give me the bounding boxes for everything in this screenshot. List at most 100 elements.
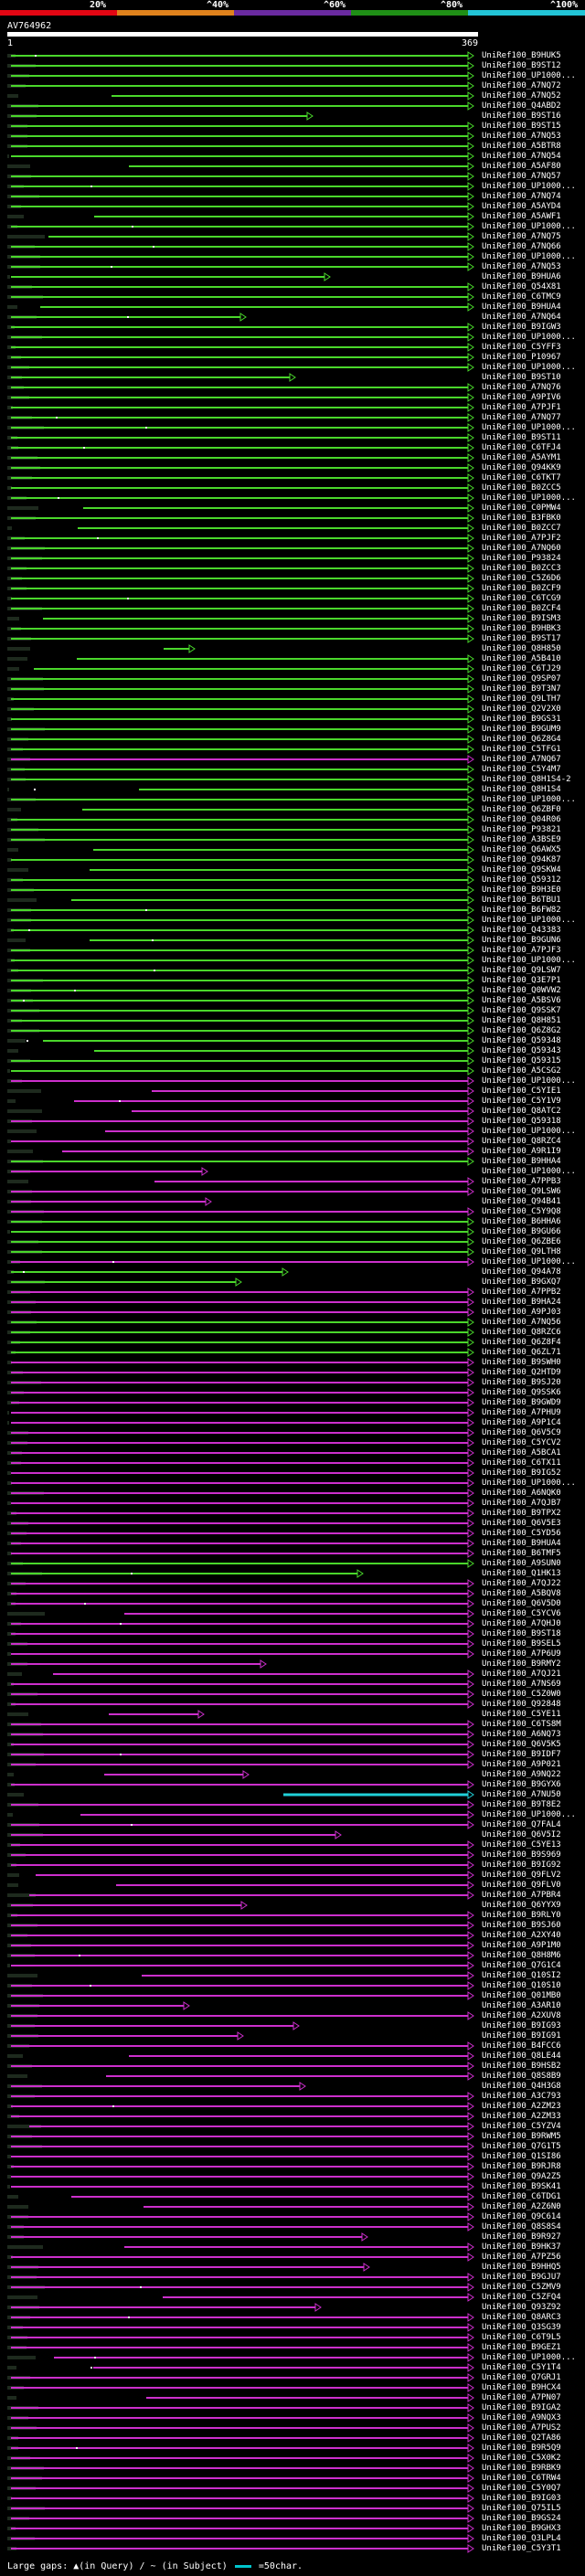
hit-label[interactable]: UniRef100_B9GHX3	[482, 2524, 561, 2533]
hit-label[interactable]: UniRef100_C5YIE1	[482, 1087, 561, 1096]
hit-label[interactable]: UniRef100_A7NQ56	[482, 1318, 561, 1327]
hit-label[interactable]: UniRef100_B9GJU7	[482, 2273, 561, 2282]
hit-label[interactable]: UniRef100_UP1000...	[482, 1810, 576, 1819]
hit-label[interactable]: UniRef100_A2XY40	[482, 1931, 561, 1940]
hit-label[interactable]: UniRef100_A7NQ77	[482, 413, 561, 422]
hit-label[interactable]: UniRef100_A7QJ22	[482, 1579, 561, 1588]
hit-label[interactable]: UniRef100_UP1000...	[482, 333, 576, 342]
hit-label[interactable]: UniRef100_B9GXQ7	[482, 1277, 561, 1287]
hit-label[interactable]: UniRef100_B9IG91	[482, 2031, 561, 2041]
hit-label[interactable]: UniRef100_A5CSG2	[482, 1066, 561, 1076]
hit-label[interactable]: UniRef100_A7NQ57	[482, 172, 561, 181]
hit-label[interactable]: UniRef100_B9SWH0	[482, 1358, 561, 1367]
hit-label[interactable]: UniRef100_UP1000...	[482, 916, 576, 925]
hit-label[interactable]: UniRef100_Q2V2X0	[482, 705, 561, 714]
hit-label[interactable]: UniRef100_B9ST12	[482, 61, 561, 70]
hit-label[interactable]: UniRef100_UP1000...	[482, 423, 576, 432]
hit-label[interactable]: UniRef100_B9IG92	[482, 1860, 561, 1870]
hit-label[interactable]: UniRef100_A7NQ72	[482, 81, 561, 90]
hit-label[interactable]: UniRef100_B6TBU1	[482, 896, 561, 905]
hit-label[interactable]: UniRef100_A9NQX3	[482, 2413, 561, 2422]
hit-label[interactable]: UniRef100_B9HA24	[482, 1298, 561, 1307]
hit-label[interactable]: UniRef100_UP1000...	[482, 252, 576, 261]
hit-label[interactable]: UniRef100_UP1000...	[482, 493, 576, 503]
hit-label[interactable]: UniRef100_UP1000...	[482, 1167, 576, 1176]
hit-label[interactable]: UniRef100_Q04R06	[482, 815, 561, 824]
hit-label[interactable]: UniRef100_A5B410	[482, 654, 561, 663]
hit-label[interactable]: UniRef100_Q0WVW2	[482, 986, 561, 995]
hit-label[interactable]: UniRef100_B9SJ60	[482, 1921, 561, 1930]
hit-label[interactable]: UniRef100_B9ISM3	[482, 614, 561, 623]
hit-label[interactable]: UniRef100_C5YE13	[482, 1840, 561, 1850]
hit-label[interactable]: UniRef100_B9HSB2	[482, 2062, 561, 2071]
hit-label[interactable]: UniRef100_B3FBK0	[482, 514, 561, 523]
hit-label[interactable]: UniRef100_B9IGW3	[482, 323, 561, 332]
hit-label[interactable]: UniRef100_Q6Z8F4	[482, 1338, 561, 1347]
hit-label[interactable]: UniRef100_A9P021	[482, 1760, 561, 1769]
hit-label[interactable]: UniRef100_B9R5Q9	[482, 2443, 561, 2453]
hit-label[interactable]: UniRef100_Q9A2Z5	[482, 2172, 561, 2181]
hit-label[interactable]: UniRef100_B9ST16	[482, 111, 561, 121]
hit-label[interactable]: UniRef100_B6HHA6	[482, 1217, 561, 1226]
hit-label[interactable]: UniRef100_UP1000...	[482, 1127, 576, 1136]
hit-label[interactable]: UniRef100_B9IGA2	[482, 2403, 561, 2412]
hit-label[interactable]: UniRef100_Q7G1C4	[482, 1961, 561, 1970]
hit-label[interactable]: UniRef100_A7P6U9	[482, 1649, 561, 1659]
hit-label[interactable]: UniRef100_A3BSE9	[482, 835, 561, 844]
hit-label[interactable]: UniRef100_B9ST15	[482, 122, 561, 131]
hit-label[interactable]: UniRef100_Q6V5E3	[482, 1519, 561, 1528]
hit-label[interactable]: UniRef100_A7NQ64	[482, 313, 561, 322]
hit-label[interactable]: UniRef100_B9HBK3	[482, 624, 561, 633]
hit-label[interactable]: UniRef100_Q9LSW7	[482, 966, 561, 975]
hit-label[interactable]: UniRef100_Q9FLV0	[482, 1881, 561, 1890]
hit-label[interactable]: UniRef100_C5ZMV9	[482, 2283, 561, 2292]
hit-label[interactable]: UniRef100_UP1000...	[482, 182, 576, 191]
hit-label[interactable]: UniRef100_B9HHA4	[482, 1157, 561, 1166]
hit-label[interactable]: UniRef100_A7PPB3	[482, 1177, 561, 1186]
hit-label[interactable]: UniRef100_C6TFJ4	[482, 443, 561, 452]
hit-label[interactable]: UniRef100_Q94A78	[482, 1267, 561, 1277]
hit-label[interactable]: UniRef100_A3C793	[482, 2092, 561, 2101]
hit-label[interactable]: UniRef100_A6NQ73	[482, 1730, 561, 1739]
hit-label[interactable]: UniRef100_Q94B41	[482, 1197, 561, 1206]
hit-label[interactable]: UniRef100_Q7FAL4	[482, 1820, 561, 1829]
hit-label[interactable]: UniRef100_Q92848	[482, 1700, 561, 1709]
hit-label[interactable]: UniRef100_B9GWD9	[482, 1398, 561, 1407]
hit-label[interactable]: UniRef100_A7PBR4	[482, 1891, 561, 1900]
hit-label[interactable]: UniRef100_Q9LTH8	[482, 1247, 561, 1256]
hit-label[interactable]: UniRef100_Q9FLV2	[482, 1871, 561, 1880]
hit-label[interactable]: UniRef100_A2Z6N0	[482, 2202, 561, 2211]
hit-label[interactable]: UniRef100_C6TRW4	[482, 2474, 561, 2483]
hit-label[interactable]: UniRef100_B9S969	[482, 1850, 561, 1860]
hit-label[interactable]: UniRef100_C5Y0Q7	[482, 2484, 561, 2493]
hit-label[interactable]: UniRef100_B9HUA6	[482, 272, 561, 281]
hit-label[interactable]: UniRef100_B0ZCC3	[482, 564, 561, 573]
hit-label[interactable]: UniRef100_A7PZ56	[482, 2253, 561, 2262]
hit-label[interactable]: UniRef100_C6T9L5	[482, 2333, 561, 2342]
hit-label[interactable]: UniRef100_Q59312	[482, 875, 561, 885]
hit-label[interactable]: UniRef100_B9HUK5	[482, 51, 561, 60]
hit-label[interactable]: UniRef100_UP1000...	[482, 1257, 576, 1267]
hit-label[interactable]: UniRef100_C5Y1V9	[482, 1097, 561, 1106]
hit-label[interactable]: UniRef100_Q3E7P1	[482, 976, 561, 985]
hit-label[interactable]: UniRef100_A7NQ54	[482, 152, 561, 161]
hit-label[interactable]: UniRef100_B9RBK9	[482, 2464, 561, 2473]
hit-label[interactable]: UniRef100_UP1000...	[482, 1076, 576, 1086]
hit-label[interactable]: UniRef100_A5BQV8	[482, 1589, 561, 1598]
hit-label[interactable]: UniRef100_A7QJB7	[482, 1499, 561, 1508]
hit-label[interactable]: UniRef100_UP1000...	[482, 222, 576, 231]
hit-label[interactable]: UniRef100_B9R927	[482, 2232, 561, 2242]
hit-label[interactable]: UniRef100_C5Y3T1	[482, 2544, 561, 2553]
hit-label[interactable]: UniRef100_C5YE11	[482, 1710, 561, 1719]
hit-label[interactable]: UniRef100_Q7GRJ1	[482, 2373, 561, 2382]
hit-label[interactable]: UniRef100_C6TKT7	[482, 473, 561, 482]
hit-label[interactable]: UniRef100_P93821	[482, 825, 561, 834]
hit-label[interactable]: UniRef100_B9HUA4	[482, 302, 561, 312]
hit-label[interactable]: UniRef100_C6TJ29	[482, 664, 561, 673]
hit-label[interactable]: UniRef100_B9ST10	[482, 373, 561, 382]
hit-label[interactable]: UniRef100_B9HCX4	[482, 2383, 561, 2392]
hit-label[interactable]: UniRef100_A5BCA1	[482, 1448, 561, 1458]
hit-label[interactable]: UniRef100_Q94K87	[482, 855, 561, 864]
hit-label[interactable]: UniRef100_C5YCV2	[482, 1438, 561, 1447]
hit-label[interactable]: UniRef100_Q8H1S4	[482, 785, 561, 794]
